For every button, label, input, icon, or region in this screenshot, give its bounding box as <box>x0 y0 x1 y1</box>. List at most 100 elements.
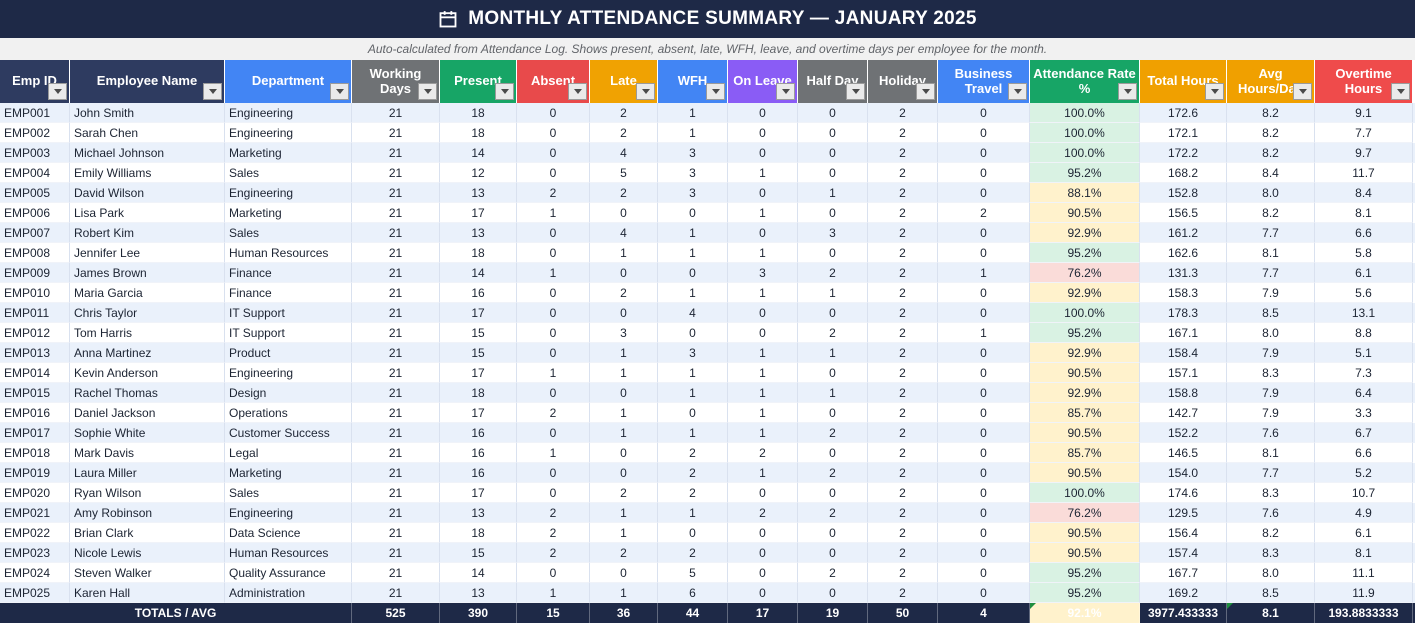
filter-button-department[interactable] <box>330 83 349 100</box>
filter-button-emp-id[interactable] <box>48 83 67 100</box>
cell-holiday: 2 <box>868 483 938 503</box>
filter-button-total-hours[interactable] <box>1205 83 1224 100</box>
cell-attendance-rate: 90.5% <box>1030 543 1140 563</box>
cell-absent: 0 <box>517 423 590 443</box>
cell-on-leave: 0 <box>728 483 798 503</box>
table-row: EMP015 Rachel Thomas Design 21 18 0 0 1 1 1 2 0 92.9… <box>0 383 1415 403</box>
cell-avg-hours-day: 7.7 <box>1227 223 1315 243</box>
cell-department: Sales <box>225 163 352 183</box>
cell-overtime-hours: 8.4 <box>1315 183 1413 203</box>
filter-button-absent[interactable] <box>568 83 587 100</box>
cell-attendance-rate: 100.0% <box>1030 123 1140 143</box>
cell-present: 14 <box>440 563 517 583</box>
cell-wfh: 2 <box>658 483 728 503</box>
cell-absent: 2 <box>517 403 590 423</box>
cell-employee-name: Kevin Anderson <box>70 363 225 383</box>
column-header-on-leave: On Leave <box>728 60 798 103</box>
filter-button-wfh[interactable] <box>706 83 725 100</box>
cell-working-days: 21 <box>352 563 440 583</box>
filter-button-business-travel[interactable] <box>1008 83 1027 100</box>
filter-button-employee-name[interactable] <box>203 83 222 100</box>
cell-avg-hours-day: 8.3 <box>1227 483 1315 503</box>
chevron-down-icon <box>1013 89 1022 94</box>
cell-wfh: 0 <box>658 203 728 223</box>
cell-attendance-rate: 88.1% <box>1030 183 1140 203</box>
filter-button-avg-hours-day[interactable] <box>1293 83 1312 100</box>
table-row: EMP011 Chris Taylor IT Support 21 17 0 0 4 0 0 2 0 1… <box>0 303 1415 323</box>
calendar-icon <box>438 9 458 29</box>
cell-present: 18 <box>440 523 517 543</box>
cell-present: 12 <box>440 163 517 183</box>
cell-business-travel: 0 <box>938 403 1030 423</box>
chevron-down-icon <box>781 89 790 94</box>
filter-button-late[interactable] <box>636 83 655 100</box>
filter-button-attendance-rate[interactable] <box>1118 83 1137 100</box>
cell-total-hours: 157.1 <box>1140 363 1227 383</box>
cell-avg-hours-day: 7.9 <box>1227 403 1315 423</box>
cell-employee-name: John Smith <box>70 103 225 123</box>
filter-button-half-day[interactable] <box>846 83 865 100</box>
title-bar: MONTHLY ATTENDANCE SUMMARY — JANUARY 202… <box>0 0 1415 38</box>
column-header-label: Late <box>610 73 637 89</box>
cell-overtime-hours: 6.1 <box>1315 523 1413 543</box>
cell-attendance-rate: 85.7% <box>1030 443 1140 463</box>
cell-half-day: 2 <box>798 463 868 483</box>
cell-emp-id: EMP018 <box>0 443 70 463</box>
cell-overtime-hours: 8.8 <box>1315 323 1413 343</box>
cell-business-travel: 1 <box>938 323 1030 343</box>
cell-wfh: 0 <box>658 323 728 343</box>
column-header-label: Business Travel <box>954 65 1013 96</box>
cell-working-days: 21 <box>352 363 440 383</box>
cell-business-travel: 0 <box>938 483 1030 503</box>
cell-attendance-rate: 100.0% <box>1030 303 1140 323</box>
cell-department: Customer Success <box>225 423 352 443</box>
cell-avg-hours-day: 8.2 <box>1227 203 1315 223</box>
cell-late: 1 <box>590 583 658 603</box>
table-row: EMP019 Laura Miller Marketing 21 16 0 0 2 1 2 2 0 90… <box>0 463 1415 483</box>
table-row: EMP008 Jennifer Lee Human Resources 21 18 0 1 1… <box>0 243 1415 263</box>
cell-emp-id: EMP008 <box>0 243 70 263</box>
cell-attendance-rate: 95.2% <box>1030 583 1140 603</box>
cell-emp-id: EMP001 <box>0 103 70 123</box>
cell-avg-hours-day: 7.9 <box>1227 383 1315 403</box>
cell-absent: 1 <box>517 203 590 223</box>
cell-half-day: 2 <box>798 563 868 583</box>
cell-late: 1 <box>590 343 658 363</box>
cell-total-hours: 161.2 <box>1140 223 1227 243</box>
cell-late: 1 <box>590 363 658 383</box>
cell-present: 16 <box>440 423 517 443</box>
cell-business-travel: 0 <box>938 223 1030 243</box>
filter-button-working-days[interactable] <box>418 83 437 100</box>
cell-absent: 0 <box>517 323 590 343</box>
cell-avg-hours-day: 8.3 <box>1227 363 1315 383</box>
cell-emp-id: EMP022 <box>0 523 70 543</box>
filter-button-present[interactable] <box>495 83 514 100</box>
cell-department: Engineering <box>225 183 352 203</box>
cell-employee-name: Laura Miller <box>70 463 225 483</box>
cell-late: 1 <box>590 243 658 263</box>
cell-business-travel: 0 <box>938 523 1030 543</box>
cell-total-hours: 154.0 <box>1140 463 1227 483</box>
filter-button-on-leave[interactable] <box>776 83 795 100</box>
cell-working-days: 21 <box>352 483 440 503</box>
cell-present: 18 <box>440 383 517 403</box>
cell-on-leave: 1 <box>728 163 798 183</box>
column-header-present: Present <box>440 60 517 103</box>
cell-half-day: 0 <box>798 143 868 163</box>
cell-working-days: 21 <box>352 343 440 363</box>
cell-attendance-rate: 92.9% <box>1030 343 1140 363</box>
column-header-wfh: WFH <box>658 60 728 103</box>
cell-holiday: 2 <box>868 463 938 483</box>
cell-business-travel: 0 <box>938 283 1030 303</box>
cell-overtime-hours: 5.1 <box>1315 343 1413 363</box>
cell-on-leave: 0 <box>728 543 798 563</box>
cell-emp-id: EMP005 <box>0 183 70 203</box>
table-row: EMP020 Ryan Wilson Sales 21 17 0 2 2 0 0 2 0 100.0% 1… <box>0 483 1415 503</box>
cell-holiday: 2 <box>868 103 938 123</box>
cell-total-hours: 142.7 <box>1140 403 1227 423</box>
filter-button-holiday[interactable] <box>916 83 935 100</box>
column-header-label: Attendance Rate % <box>1033 65 1136 96</box>
cell-attendance-rate: 90.5% <box>1030 463 1140 483</box>
filter-button-overtime-hours[interactable] <box>1391 83 1410 100</box>
